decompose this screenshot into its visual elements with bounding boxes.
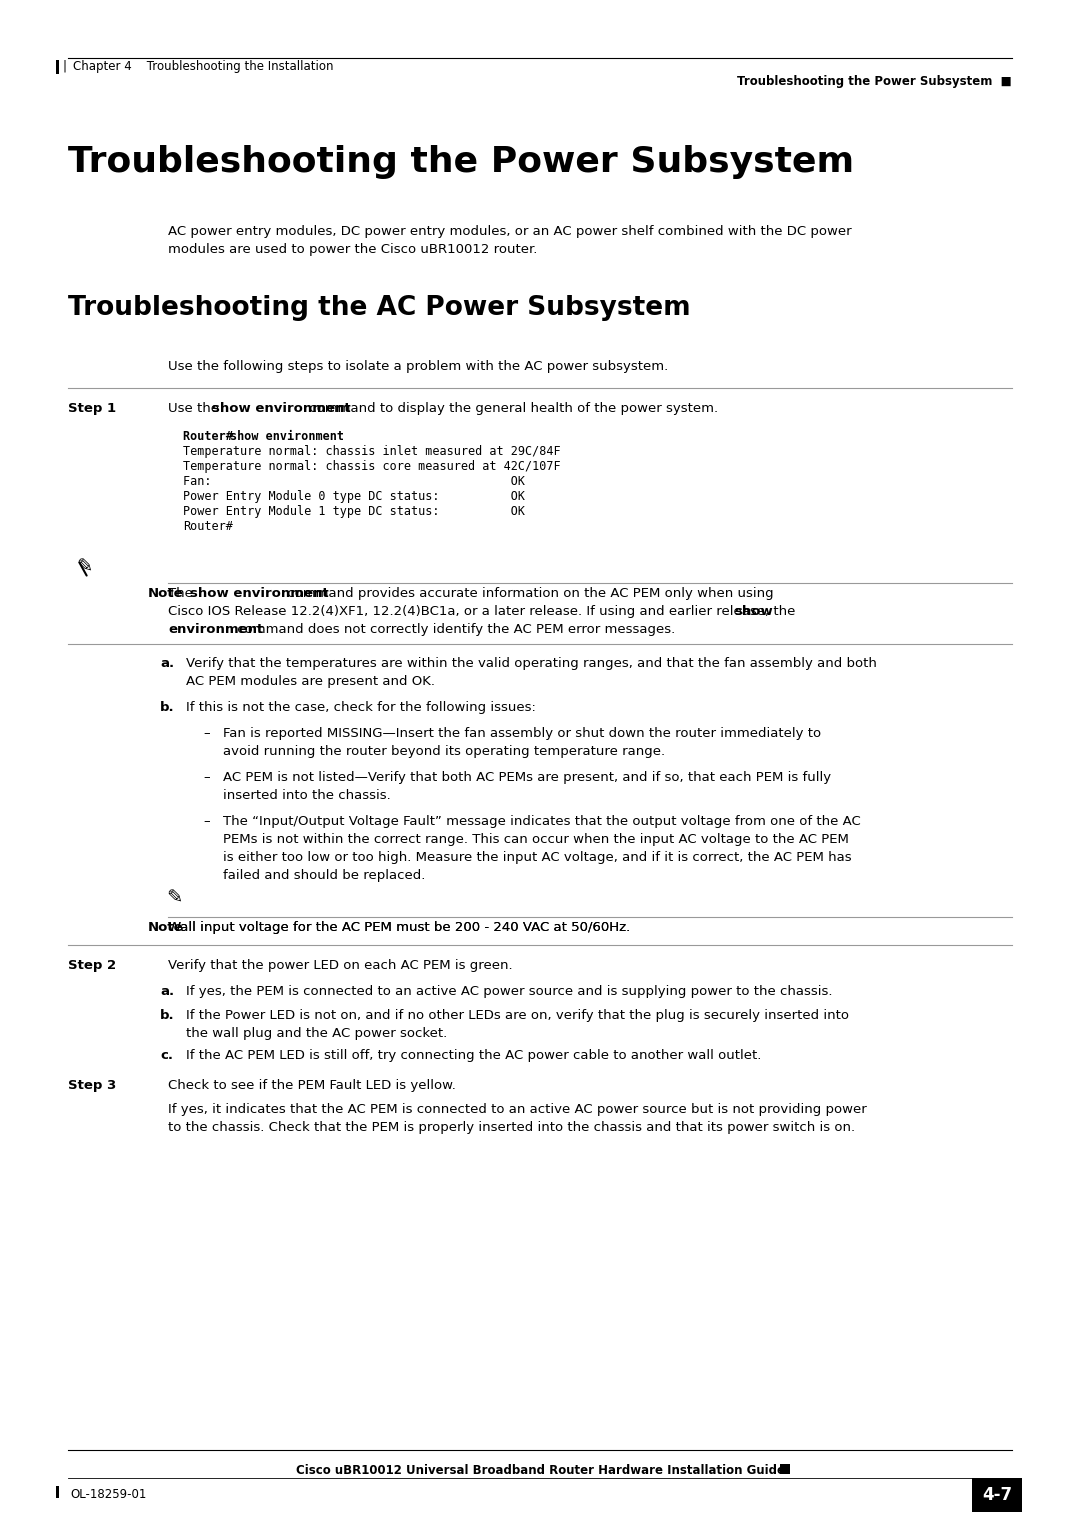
- Text: AC PEM modules are present and OK.: AC PEM modules are present and OK.: [186, 675, 435, 689]
- Text: Troubleshooting the AC Power Subsystem: Troubleshooting the AC Power Subsystem: [68, 295, 690, 321]
- Text: a.: a.: [160, 657, 174, 670]
- Text: the wall plug and the AC power socket.: the wall plug and the AC power socket.: [186, 1028, 447, 1040]
- Text: –: –: [203, 815, 210, 828]
- Bar: [56, 60, 59, 73]
- Text: Note: Note: [148, 586, 184, 600]
- Text: If the Power LED is not on, and if no other LEDs are on, verify that the plug is: If the Power LED is not on, and if no ot…: [186, 1009, 849, 1022]
- Text: –: –: [203, 727, 210, 741]
- Text: Check to see if the PEM Fault LED is yellow.: Check to see if the PEM Fault LED is yel…: [168, 1080, 456, 1092]
- Bar: [972, 1478, 1022, 1512]
- Text: Temperature normal: chassis inlet measured at 29C/84F: Temperature normal: chassis inlet measur…: [183, 444, 561, 458]
- Text: a.: a.: [160, 985, 174, 999]
- Text: Power Entry Module 1 type DC status:          OK: Power Entry Module 1 type DC status: OK: [183, 505, 525, 518]
- Text: environment: environment: [168, 623, 264, 637]
- Text: command does not correctly identify the AC PEM error messages.: command does not correctly identify the …: [233, 623, 675, 637]
- Text: Cisco uBR10012 Universal Broadband Router Hardware Installation Guide: Cisco uBR10012 Universal Broadband Route…: [296, 1464, 784, 1477]
- Text: OL-18259-01: OL-18259-01: [70, 1487, 147, 1501]
- Text: Temperature normal: chassis core measured at 42C/107F: Temperature normal: chassis core measure…: [183, 460, 561, 473]
- Text: The “Input/Output Voltage Fault” message indicates that the output voltage from : The “Input/Output Voltage Fault” message…: [222, 815, 861, 828]
- Text: modules are used to power the Cisco uBR10012 router.: modules are used to power the Cisco uBR1…: [168, 243, 538, 257]
- Text: |: |: [62, 60, 66, 73]
- Text: ✎: ✎: [166, 889, 183, 909]
- Bar: [56, 1486, 59, 1498]
- Text: AC PEM is not listed—Verify that both AC PEMs are present, and if so, that each : AC PEM is not listed—Verify that both AC…: [222, 771, 832, 783]
- Text: show environment: show environment: [230, 431, 345, 443]
- Text: Note: Note: [148, 921, 184, 935]
- Text: Router#: Router#: [183, 521, 233, 533]
- Text: b.: b.: [160, 1009, 175, 1022]
- Text: show environment: show environment: [190, 586, 328, 600]
- Text: avoid running the router beyond its operating temperature range.: avoid running the router beyond its oper…: [222, 745, 665, 757]
- Text: Power Entry Module 0 type DC status:          OK: Power Entry Module 0 type DC status: OK: [183, 490, 525, 502]
- Text: Verify that the temperatures are within the valid operating ranges, and that the: Verify that the temperatures are within …: [186, 657, 877, 670]
- Text: PEMs is not within the correct range. This can occur when the input AC voltage t: PEMs is not within the correct range. Th…: [222, 834, 849, 846]
- Text: to the chassis. Check that the PEM is properly inserted into the chassis and tha: to the chassis. Check that the PEM is pr…: [168, 1121, 855, 1135]
- Text: Step 3: Step 3: [68, 1080, 117, 1092]
- Text: Troubleshooting the Power Subsystem: Troubleshooting the Power Subsystem: [68, 145, 854, 179]
- Text: 4-7: 4-7: [982, 1486, 1012, 1504]
- Text: If the AC PEM LED is still off, try connecting the AC power cable to another wal: If the AC PEM LED is still off, try conn…: [186, 1049, 761, 1061]
- Text: Router#: Router#: [183, 431, 240, 443]
- Text: show: show: [734, 605, 773, 618]
- Text: AC power entry modules, DC power entry modules, or an AC power shelf combined wi: AC power entry modules, DC power entry m…: [168, 224, 852, 238]
- Text: If yes, the PEM is connected to an active AC power source and is supplying power: If yes, the PEM is connected to an activ…: [186, 985, 833, 999]
- Text: show environment: show environment: [212, 402, 351, 415]
- Text: Wall input voltage for the AC PEM must be 200 - 240 VAC at 50/60Hz.: Wall input voltage for the AC PEM must b…: [168, 921, 631, 935]
- Text: Step 2: Step 2: [68, 959, 117, 973]
- Text: Fan:                                          OK: Fan: OK: [183, 475, 525, 489]
- Text: command to display the general health of the power system.: command to display the general health of…: [305, 402, 718, 415]
- Text: The: The: [168, 586, 198, 600]
- Text: –: –: [203, 771, 210, 783]
- Bar: [780, 1464, 789, 1474]
- Text: Step 1: Step 1: [68, 402, 117, 415]
- Text: ✎: ✎: [76, 557, 93, 577]
- Text: Chapter 4    Troubleshooting the Installation: Chapter 4 Troubleshooting the Installati…: [73, 60, 334, 73]
- Text: inserted into the chassis.: inserted into the chassis.: [222, 789, 391, 802]
- Text: If this is not the case, check for the following issues:: If this is not the case, check for the f…: [186, 701, 536, 715]
- Text: c.: c.: [160, 1049, 173, 1061]
- Text: failed and should be replaced.: failed and should be replaced.: [222, 869, 426, 883]
- Text: Troubleshooting the Power Subsystem  ■: Troubleshooting the Power Subsystem ■: [738, 75, 1012, 89]
- Text: If yes, it indicates that the AC PEM is connected to an active AC power source b: If yes, it indicates that the AC PEM is …: [168, 1102, 867, 1116]
- Text: Use the: Use the: [168, 402, 224, 415]
- Text: Use the following steps to isolate a problem with the AC power subsystem.: Use the following steps to isolate a pro…: [168, 360, 669, 373]
- Text: command provides accurate information on the AC PEM only when using: command provides accurate information on…: [283, 586, 773, 600]
- Text: b.: b.: [160, 701, 175, 715]
- Text: is either too low or too high. Measure the input AC voltage, and if it is correc: is either too low or too high. Measure t…: [222, 851, 852, 864]
- Text: Verify that the power LED on each AC PEM is green.: Verify that the power LED on each AC PEM…: [168, 959, 513, 973]
- Text: Wall input voltage for the AC PEM must be 200 - 240 VAC at 50/60Hz.: Wall input voltage for the AC PEM must b…: [168, 921, 631, 935]
- Text: Fan is reported MISSING—Insert the fan assembly or shut down the router immediat: Fan is reported MISSING—Insert the fan a…: [222, 727, 821, 741]
- Text: Cisco IOS Release 12.2(4)XF1, 12.2(4)BC1a, or a later release. If using and earl: Cisco IOS Release 12.2(4)XF1, 12.2(4)BC1…: [168, 605, 799, 618]
